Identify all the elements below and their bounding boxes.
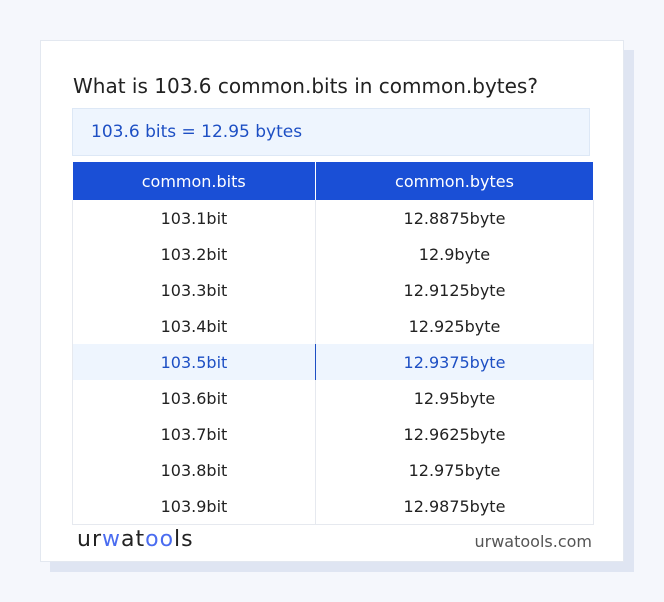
table-cell: 12.9125byte — [314, 272, 595, 308]
table-cell: 12.9875byte — [314, 488, 595, 525]
table-cell: 103.2bit — [72, 236, 316, 272]
table-row: 103.4bit 12.925byte — [72, 308, 595, 344]
table-cell: 103.8bit — [72, 452, 316, 488]
result-box: 103.6 bits = 12.95 bytes — [72, 108, 590, 156]
column-header: common.bits — [72, 162, 316, 200]
table-cell: 12.9byte — [314, 236, 595, 272]
table-cell: 103.3bit — [72, 272, 316, 308]
table-cell: 12.9625byte — [314, 416, 595, 452]
table-cell: 103.6bit — [72, 380, 316, 416]
table-cell: 12.8875byte — [314, 200, 595, 236]
table-row: 103.1bit 12.8875byte — [72, 200, 595, 236]
table-cell: 103.9bit — [72, 488, 316, 525]
table-cell: 103.4bit — [72, 308, 316, 344]
conversion-table: common.bits common.bytes 103.1bit 12.8875… — [72, 162, 595, 525]
site-link[interactable]: urwatools.com — [474, 532, 593, 551]
table-cell: 103.7bit — [72, 416, 316, 452]
table-cell: 12.95byte — [314, 380, 595, 416]
table-row: 103.9bit 12.9875byte — [72, 488, 595, 525]
table-row: 103.2bit 12.9byte — [72, 236, 595, 272]
table-row: 103.8bit 12.975byte — [72, 452, 595, 488]
table-row: 103.3bit 12.9125byte — [72, 272, 595, 308]
table-cell: 12.975byte — [314, 452, 595, 488]
table-cell: 12.9375byte — [314, 344, 595, 380]
urwatools-logo[interactable]: urwatools — [77, 527, 194, 552]
table-row: 103.7bit 12.9625byte — [72, 416, 595, 452]
table-row: 103.5bit 12.9375byte — [72, 344, 595, 380]
table-cell: 103.5bit — [72, 344, 316, 380]
column-header: common.bytes — [315, 162, 595, 200]
table-cell: 12.925byte — [314, 308, 595, 344]
converter-card: What is 103.6 common.bits in common.byte… — [40, 40, 624, 562]
table-row: 103.6bit 12.95byte — [72, 380, 595, 416]
table-cell: 103.1bit — [72, 200, 316, 236]
page-title: What is 103.6 common.bits in common.byte… — [73, 74, 538, 98]
